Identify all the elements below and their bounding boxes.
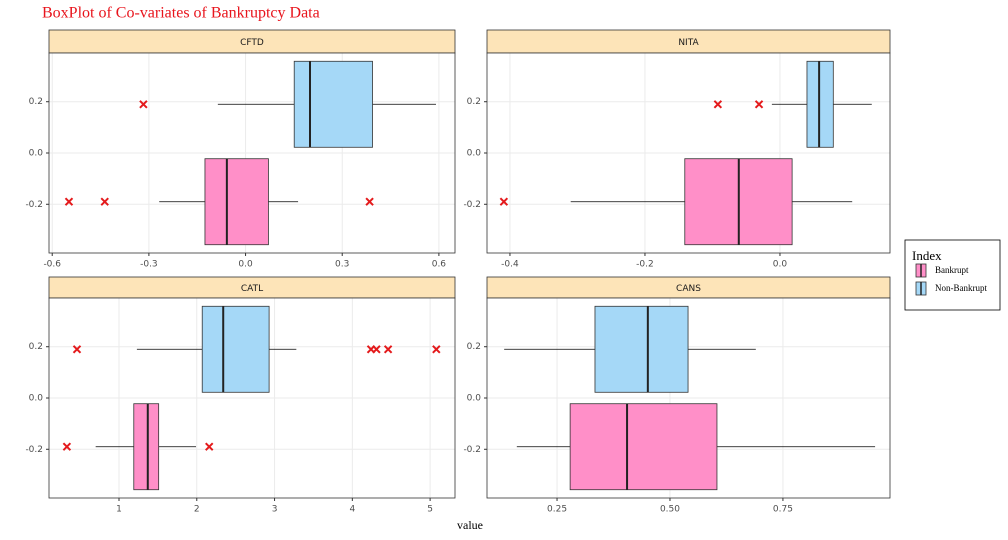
- y-tick-label: 0.2: [29, 342, 43, 352]
- x-tick-label: 0.6: [432, 260, 447, 270]
- x-tick-label: 0.3: [335, 260, 349, 270]
- outlier: [62, 442, 72, 451]
- y-tick-label: 0.0: [29, 149, 44, 159]
- outlier: [64, 197, 74, 206]
- x-axis-label: value: [457, 518, 483, 532]
- y-tick-label: 0.2: [29, 97, 43, 107]
- y-tick-label: 0.0: [467, 394, 482, 404]
- outlier: [432, 345, 441, 354]
- box: [293, 60, 373, 148]
- y-tick-label: 0.0: [467, 149, 482, 159]
- x-tick-label: 2: [194, 505, 200, 515]
- chart-title: BoxPlot of Co-variates of Bankruptcy Dat…: [42, 5, 320, 22]
- x-tick-label: -0.2: [636, 260, 654, 270]
- outlier: [383, 345, 393, 354]
- strip-title: CATL: [241, 284, 263, 294]
- x-tick-label: 0.25: [547, 505, 567, 515]
- x-tick-label: 5: [427, 505, 433, 515]
- box: [594, 305, 689, 393]
- y-tick-label: 0.2: [467, 97, 481, 107]
- outlier: [372, 345, 381, 354]
- x-tick-label: 0.0: [238, 260, 253, 270]
- x-tick-label: 1: [116, 505, 122, 515]
- box: [569, 403, 718, 491]
- x-tick-label: -0.3: [140, 260, 158, 270]
- box: [204, 158, 269, 246]
- strip-title: NITA: [678, 38, 699, 48]
- x-tick-label: 0.50: [660, 505, 680, 515]
- legend-label: Non-Bankrupt: [935, 283, 987, 293]
- outlier: [100, 197, 109, 206]
- legend-title: Index: [912, 248, 942, 263]
- x-tick-label: -0.6: [43, 260, 61, 270]
- box: [201, 305, 270, 393]
- outlier: [139, 100, 148, 109]
- panel-border: [486, 52, 891, 254]
- x-tick-label: -0.4: [501, 260, 519, 270]
- y-tick-label: -0.2: [25, 200, 43, 210]
- panel-border: [48, 297, 456, 499]
- outlier: [754, 100, 764, 109]
- panel-border: [48, 52, 456, 254]
- box: [133, 403, 160, 491]
- outlier: [72, 345, 82, 354]
- box: [806, 60, 834, 148]
- x-tick-label: 0.0: [773, 260, 788, 270]
- x-tick-label: 0.75: [773, 505, 793, 515]
- outlier: [713, 100, 723, 109]
- x-tick-label: 3: [272, 505, 278, 515]
- y-tick-label: 0.0: [29, 394, 44, 404]
- x-tick-label: 4: [349, 505, 355, 515]
- outlier: [365, 197, 374, 206]
- y-tick-label: -0.2: [463, 445, 481, 455]
- y-tick-label: -0.2: [463, 200, 481, 210]
- y-tick-label: -0.2: [25, 445, 43, 455]
- outlier: [205, 442, 214, 451]
- y-tick-label: 0.2: [467, 342, 481, 352]
- outlier: [499, 197, 509, 206]
- legend-label: Bankrupt: [935, 265, 969, 275]
- strip-title: CANS: [676, 284, 701, 294]
- strip-title: CFTD: [240, 38, 264, 48]
- panel-border: [486, 297, 891, 499]
